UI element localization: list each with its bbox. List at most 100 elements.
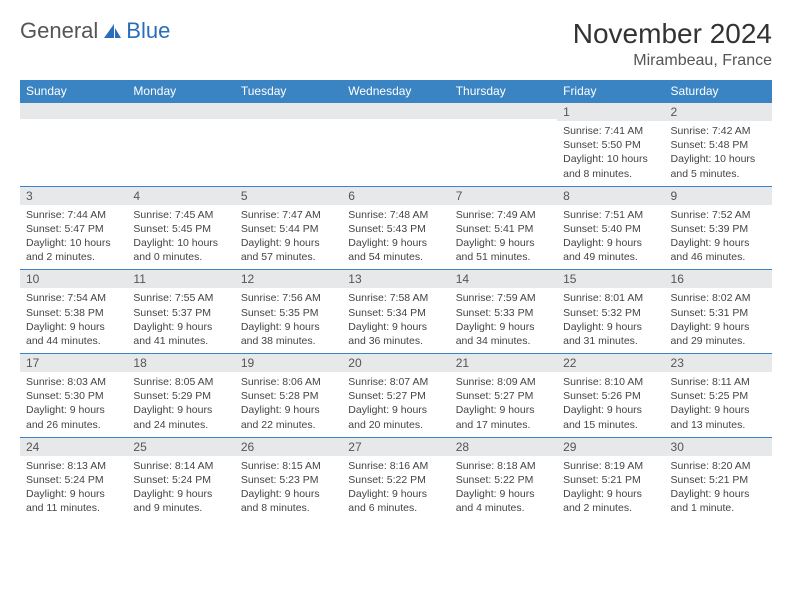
day-body: Sunrise: 8:09 AMSunset: 5:27 PMDaylight:… — [450, 372, 557, 437]
day-body: Sunrise: 7:48 AMSunset: 5:43 PMDaylight:… — [342, 205, 449, 270]
day-body: Sunrise: 8:20 AMSunset: 5:21 PMDaylight:… — [665, 456, 772, 521]
daylight-text: Daylight: 9 hours and 46 minutes. — [671, 236, 766, 264]
sunrise-text: Sunrise: 8:14 AM — [133, 459, 228, 473]
day-body: Sunrise: 8:07 AMSunset: 5:27 PMDaylight:… — [342, 372, 449, 437]
sunset-text: Sunset: 5:43 PM — [348, 222, 443, 236]
calendar-cell: 20Sunrise: 8:07 AMSunset: 5:27 PMDayligh… — [342, 354, 449, 438]
day-body: Sunrise: 7:59 AMSunset: 5:33 PMDaylight:… — [450, 288, 557, 353]
day-body: Sunrise: 7:52 AMSunset: 5:39 PMDaylight:… — [665, 205, 772, 270]
daylight-text: Daylight: 9 hours and 44 minutes. — [26, 320, 121, 348]
day-body — [235, 119, 342, 167]
daylight-text: Daylight: 9 hours and 54 minutes. — [348, 236, 443, 264]
day-body: Sunrise: 8:02 AMSunset: 5:31 PMDaylight:… — [665, 288, 772, 353]
day-body — [20, 119, 127, 167]
sunset-text: Sunset: 5:35 PM — [241, 306, 336, 320]
sunset-text: Sunset: 5:27 PM — [348, 389, 443, 403]
calendar-cell: 11Sunrise: 7:55 AMSunset: 5:37 PMDayligh… — [127, 270, 234, 354]
sunrise-text: Sunrise: 7:49 AM — [456, 208, 551, 222]
calendar-week: 10Sunrise: 7:54 AMSunset: 5:38 PMDayligh… — [20, 270, 772, 354]
daylight-text: Daylight: 9 hours and 26 minutes. — [26, 403, 121, 431]
sunrise-text: Sunrise: 7:47 AM — [241, 208, 336, 222]
day-number: 24 — [20, 438, 127, 456]
daylight-text: Daylight: 9 hours and 29 minutes. — [671, 320, 766, 348]
sunrise-text: Sunrise: 8:10 AM — [563, 375, 658, 389]
sunrise-text: Sunrise: 7:54 AM — [26, 291, 121, 305]
day-body: Sunrise: 7:56 AMSunset: 5:35 PMDaylight:… — [235, 288, 342, 353]
sunrise-text: Sunrise: 8:06 AM — [241, 375, 336, 389]
day-number: 22 — [557, 354, 664, 372]
calendar-cell: 14Sunrise: 7:59 AMSunset: 5:33 PMDayligh… — [450, 270, 557, 354]
calendar-cell: 3Sunrise: 7:44 AMSunset: 5:47 PMDaylight… — [20, 186, 127, 270]
sunrise-text: Sunrise: 8:11 AM — [671, 375, 766, 389]
sunset-text: Sunset: 5:44 PM — [241, 222, 336, 236]
brand-logo: General Blue — [20, 18, 170, 44]
calendar-cell: 9Sunrise: 7:52 AMSunset: 5:39 PMDaylight… — [665, 186, 772, 270]
calendar-cell: 17Sunrise: 8:03 AMSunset: 5:30 PMDayligh… — [20, 354, 127, 438]
day-body: Sunrise: 8:18 AMSunset: 5:22 PMDaylight:… — [450, 456, 557, 521]
sunset-text: Sunset: 5:24 PM — [26, 473, 121, 487]
day-body: Sunrise: 8:16 AMSunset: 5:22 PMDaylight:… — [342, 456, 449, 521]
day-body: Sunrise: 8:01 AMSunset: 5:32 PMDaylight:… — [557, 288, 664, 353]
daylight-text: Daylight: 9 hours and 6 minutes. — [348, 487, 443, 515]
header: General Blue November 2024 Mirambeau, Fr… — [20, 18, 772, 70]
calendar-cell: 27Sunrise: 8:16 AMSunset: 5:22 PMDayligh… — [342, 437, 449, 520]
calendar-cell: 8Sunrise: 7:51 AMSunset: 5:40 PMDaylight… — [557, 186, 664, 270]
day-body: Sunrise: 7:42 AMSunset: 5:48 PMDaylight:… — [665, 121, 772, 186]
sunrise-text: Sunrise: 8:02 AM — [671, 291, 766, 305]
sunset-text: Sunset: 5:33 PM — [456, 306, 551, 320]
sunrise-text: Sunrise: 7:51 AM — [563, 208, 658, 222]
sunset-text: Sunset: 5:29 PM — [133, 389, 228, 403]
daylight-text: Daylight: 9 hours and 4 minutes. — [456, 487, 551, 515]
day-body: Sunrise: 7:45 AMSunset: 5:45 PMDaylight:… — [127, 205, 234, 270]
calendar-cell: 19Sunrise: 8:06 AMSunset: 5:28 PMDayligh… — [235, 354, 342, 438]
sunset-text: Sunset: 5:48 PM — [671, 138, 766, 152]
daylight-text: Daylight: 9 hours and 1 minute. — [671, 487, 766, 515]
sunset-text: Sunset: 5:39 PM — [671, 222, 766, 236]
calendar-cell: 4Sunrise: 7:45 AMSunset: 5:45 PMDaylight… — [127, 186, 234, 270]
sunrise-text: Sunrise: 8:16 AM — [348, 459, 443, 473]
daylight-text: Daylight: 9 hours and 34 minutes. — [456, 320, 551, 348]
sail-icon — [102, 22, 122, 40]
sunrise-text: Sunrise: 8:01 AM — [563, 291, 658, 305]
calendar-cell: 7Sunrise: 7:49 AMSunset: 5:41 PMDaylight… — [450, 186, 557, 270]
sunrise-text: Sunrise: 7:48 AM — [348, 208, 443, 222]
dow-header: Sunday — [20, 80, 127, 103]
day-number: 4 — [127, 187, 234, 205]
sunrise-text: Sunrise: 8:05 AM — [133, 375, 228, 389]
day-number: 7 — [450, 187, 557, 205]
sunset-text: Sunset: 5:26 PM — [563, 389, 658, 403]
day-number: 14 — [450, 270, 557, 288]
day-body: Sunrise: 8:05 AMSunset: 5:29 PMDaylight:… — [127, 372, 234, 437]
calendar-cell — [20, 103, 127, 187]
day-number: 9 — [665, 187, 772, 205]
day-number: 10 — [20, 270, 127, 288]
daylight-text: Daylight: 9 hours and 20 minutes. — [348, 403, 443, 431]
sunset-text: Sunset: 5:21 PM — [671, 473, 766, 487]
day-body: Sunrise: 8:11 AMSunset: 5:25 PMDaylight:… — [665, 372, 772, 437]
dow-header: Wednesday — [342, 80, 449, 103]
day-body: Sunrise: 8:06 AMSunset: 5:28 PMDaylight:… — [235, 372, 342, 437]
day-body: Sunrise: 7:44 AMSunset: 5:47 PMDaylight:… — [20, 205, 127, 270]
sunset-text: Sunset: 5:22 PM — [348, 473, 443, 487]
sunset-text: Sunset: 5:32 PM — [563, 306, 658, 320]
calendar-cell: 24Sunrise: 8:13 AMSunset: 5:24 PMDayligh… — [20, 437, 127, 520]
day-number: 23 — [665, 354, 772, 372]
calendar-cell: 5Sunrise: 7:47 AMSunset: 5:44 PMDaylight… — [235, 186, 342, 270]
calendar-cell: 25Sunrise: 8:14 AMSunset: 5:24 PMDayligh… — [127, 437, 234, 520]
brand-word-2: Blue — [126, 18, 170, 44]
day-number: 20 — [342, 354, 449, 372]
day-number: 27 — [342, 438, 449, 456]
day-number: 19 — [235, 354, 342, 372]
sunrise-text: Sunrise: 7:59 AM — [456, 291, 551, 305]
day-body: Sunrise: 8:19 AMSunset: 5:21 PMDaylight:… — [557, 456, 664, 521]
sunset-text: Sunset: 5:24 PM — [133, 473, 228, 487]
sunset-text: Sunset: 5:25 PM — [671, 389, 766, 403]
daylight-text: Daylight: 9 hours and 8 minutes. — [241, 487, 336, 515]
sunrise-text: Sunrise: 7:45 AM — [133, 208, 228, 222]
day-number: 3 — [20, 187, 127, 205]
daylight-text: Daylight: 9 hours and 11 minutes. — [26, 487, 121, 515]
calendar-cell: 23Sunrise: 8:11 AMSunset: 5:25 PMDayligh… — [665, 354, 772, 438]
day-body: Sunrise: 7:49 AMSunset: 5:41 PMDaylight:… — [450, 205, 557, 270]
sunrise-text: Sunrise: 7:52 AM — [671, 208, 766, 222]
sunrise-text: Sunrise: 7:42 AM — [671, 124, 766, 138]
